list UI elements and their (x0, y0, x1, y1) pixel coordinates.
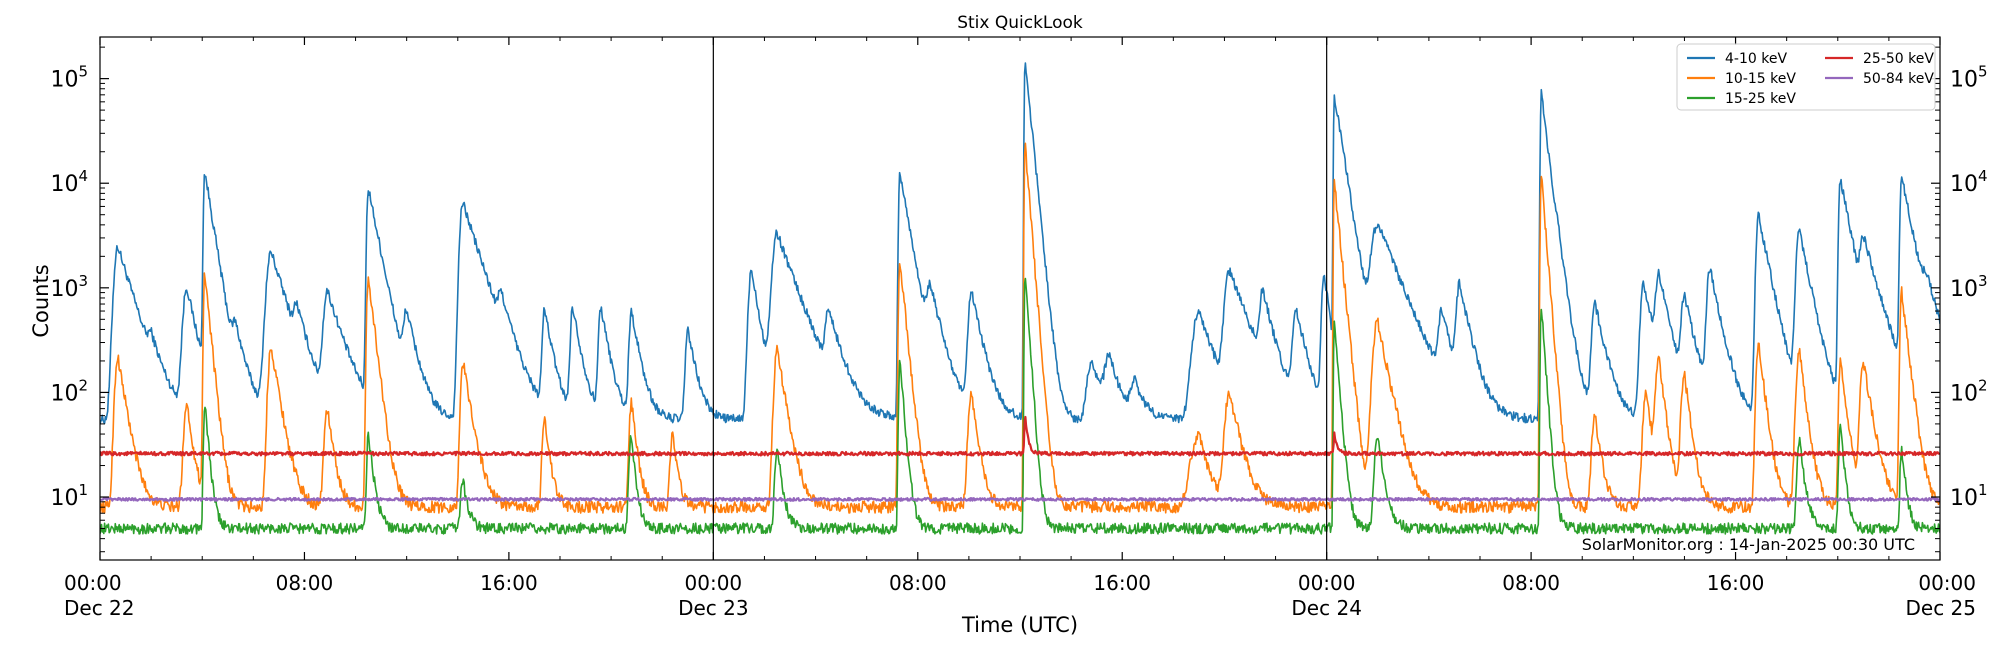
y-tick-label-left: 103 (50, 272, 88, 302)
x-tick-label: 00:00 (1918, 571, 1976, 595)
legend-label: 15-25 keV (1725, 91, 1796, 107)
x-tick-label: 00:00 (64, 571, 122, 595)
y-tick-label-right: 105 (1950, 63, 1988, 93)
series-line-10-15-keV (100, 142, 1940, 514)
y-tick-label-left: 101 (50, 481, 88, 511)
x-tick-date-label: Dec 22 (64, 596, 135, 620)
x-axis-label: Time (UTC) (961, 613, 1078, 637)
y-tick-label-left: 104 (50, 167, 88, 197)
chart-title: Stix QuickLook (957, 13, 1083, 33)
y-tick-label-right: 103 (1950, 272, 1988, 302)
y-axis: 101 101 102 102 103 103 104 104 105 105 (50, 46, 1988, 553)
y-tick-label-right: 102 (1950, 376, 1988, 406)
series-line-4-10-keV (100, 62, 1940, 425)
x-tick-date-label: Dec 24 (1291, 596, 1362, 620)
y-tick-label-left: 105 (50, 63, 88, 93)
x-tick-label: 16:00 (480, 571, 538, 595)
series-line-50-84-keV (100, 496, 1940, 502)
chart-annotation: SolarMonitor.org : 14-Jan-2025 00:30 UTC (1582, 535, 1915, 554)
legend: 4-10 keV 10-15 keV 15-25 keV 25-50 keV 50-84… (1676, 43, 1936, 111)
legend-box (1676, 43, 1936, 111)
legend-label: 10-15 keV (1725, 71, 1796, 87)
day-dividers (712, 37, 1328, 560)
x-tick-label: 08:00 (1502, 571, 1560, 595)
y-tick-label-right: 101 (1950, 481, 1988, 511)
x-tick-label: 08:00 (276, 571, 334, 595)
x-tick-label: 16:00 (1093, 571, 1151, 595)
y-axis-label: Counts (29, 264, 53, 337)
series-line-15-25-keV (100, 277, 1940, 535)
x-tick-label: 00:00 (685, 571, 743, 595)
legend-label: 4-10 keV (1725, 51, 1787, 67)
x-tick-date-label: Dec 25 (1905, 596, 1976, 620)
y-tick-label-right: 104 (1950, 167, 1988, 197)
x-tick-label: 16:00 (1707, 571, 1765, 595)
legend-label: 50-84 keV (1863, 71, 1934, 87)
series-group (100, 62, 1940, 535)
x-tick-label: 08:00 (889, 571, 947, 595)
series-line-25-50-keV (100, 415, 1940, 457)
x-tick-date-label: Dec 23 (678, 596, 749, 620)
x-tick-label: 00:00 (1298, 571, 1356, 595)
legend-label: 25-50 keV (1863, 51, 1934, 67)
y-tick-label-left: 102 (50, 376, 88, 406)
